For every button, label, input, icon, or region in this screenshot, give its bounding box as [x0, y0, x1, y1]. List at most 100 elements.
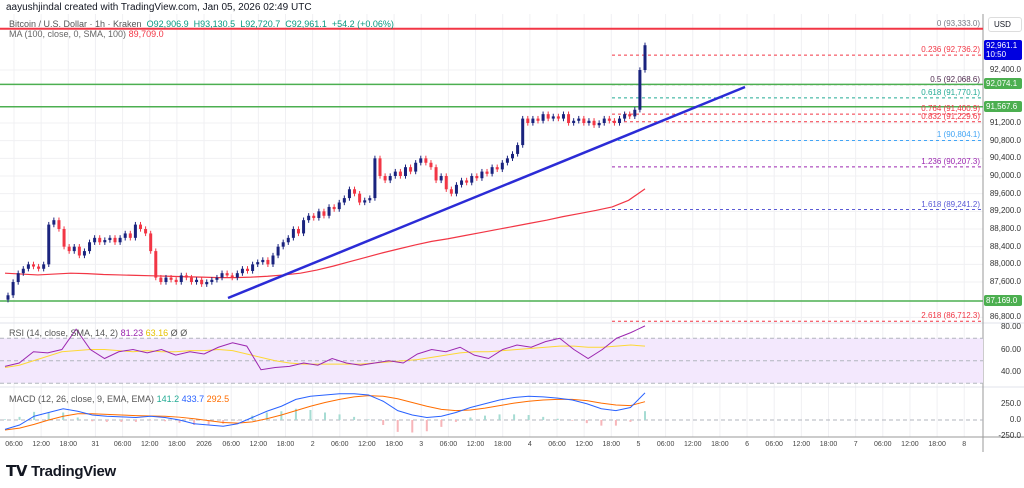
- candle-body: [490, 167, 494, 174]
- candle: [108, 235, 112, 243]
- level-price-tag: 92,074.1: [984, 78, 1022, 90]
- candle: [353, 186, 357, 197]
- macd-histogram-bar: [178, 420, 181, 423]
- rsi-legend[interactable]: RSI (14, close, SMA, 14, 2) 81.23 63.16 …: [9, 328, 187, 338]
- time-axis-label: 12:00: [466, 441, 485, 448]
- candle-body: [383, 176, 387, 181]
- candle: [342, 195, 346, 206]
- ma-label: MA (100, close, 0, SMA, 100): [9, 29, 127, 39]
- time-axis-label: 12:00: [32, 441, 50, 448]
- candle: [271, 252, 275, 267]
- candle: [409, 164, 413, 175]
- candle: [307, 213, 311, 223]
- candle: [567, 111, 571, 126]
- macd-hist-value: 141.2: [156, 394, 180, 404]
- candle: [42, 261, 46, 272]
- candle: [21, 266, 25, 276]
- candle-body: [286, 237, 290, 243]
- candle: [98, 235, 102, 245]
- candle: [419, 155, 423, 166]
- fib-level-label: 0.236 (92,736.2): [921, 45, 980, 55]
- candle-body: [465, 180, 469, 183]
- candle: [317, 208, 321, 221]
- macd-histogram-bar: [324, 412, 326, 420]
- price-axis-label: 91,200.0: [989, 118, 1021, 127]
- candle: [296, 226, 300, 237]
- candle-body: [516, 145, 520, 154]
- candle-body: [230, 275, 234, 278]
- rsi-sma-line: [4, 344, 646, 368]
- candle-body: [623, 114, 627, 119]
- macd-legend[interactable]: MACD (12, 26, close, 9, EMA, EMA) 141.2 …: [9, 394, 229, 404]
- candle: [144, 226, 148, 237]
- macd-histogram-bar: [382, 420, 385, 425]
- candle-body: [444, 176, 448, 190]
- price-axis-label: 90,000.0: [989, 171, 1021, 180]
- candle-body: [82, 251, 86, 256]
- candle: [266, 257, 270, 267]
- candle: [200, 277, 204, 287]
- candle: [526, 115, 530, 126]
- macd-histogram-bar: [105, 420, 108, 422]
- candle-body: [169, 277, 173, 280]
- candle: [531, 115, 535, 126]
- candle: [592, 118, 596, 128]
- candle: [505, 155, 509, 166]
- macd-signal-value: 292.5: [206, 394, 230, 404]
- candle: [72, 244, 76, 254]
- macd-histogram-bar: [120, 420, 123, 422]
- candle: [52, 217, 56, 228]
- rsi-axis-label: 40.00: [1000, 367, 1021, 376]
- candle-body: [327, 206, 331, 216]
- candle-body: [52, 220, 56, 225]
- candle-body: [511, 153, 515, 159]
- ohlc-close: C92,961.1: [285, 19, 327, 29]
- candle-body: [475, 176, 479, 179]
- candle: [88, 239, 92, 254]
- candle-body: [164, 277, 168, 283]
- candle: [587, 118, 591, 126]
- candle: [536, 115, 540, 124]
- candle-body: [26, 264, 30, 269]
- candle: [363, 197, 367, 206]
- time-axis-label: 2026: [196, 441, 212, 448]
- candle: [103, 237, 107, 245]
- candle: [174, 277, 178, 285]
- time-axis-label: 31: [91, 441, 100, 448]
- candle-body: [37, 266, 41, 269]
- candle: [47, 221, 51, 267]
- candle-body: [419, 158, 423, 163]
- candle: [26, 261, 30, 272]
- candle-body: [480, 171, 484, 179]
- chart-credit: aayushjindal created with TradingView.co…: [6, 2, 312, 13]
- candle-body: [215, 277, 219, 280]
- rsi-extra-2: Ø: [180, 328, 188, 338]
- price-axis-label: 89,600.0: [989, 188, 1021, 198]
- candle-body: [149, 233, 153, 252]
- candle-body: [281, 242, 285, 247]
- candle: [470, 173, 474, 186]
- ma-legend[interactable]: MA (100, close, 0, SMA, 100) 89,709.0: [9, 29, 164, 39]
- candle-body: [618, 118, 622, 124]
- candle: [6, 292, 10, 303]
- candle-body: [11, 282, 15, 296]
- time-axis-label: 18:00: [602, 441, 621, 448]
- macd-axis-label: 0.0: [1009, 415, 1021, 424]
- currency-button[interactable]: USD: [988, 17, 1022, 32]
- rsi-extra-1: Ø: [170, 328, 178, 338]
- time-axis-label: 06:00: [331, 441, 349, 448]
- candle-body: [551, 116, 555, 119]
- candle: [398, 168, 402, 179]
- macd-histogram-bar: [513, 414, 516, 420]
- candle: [261, 257, 265, 265]
- candle: [577, 115, 581, 124]
- rsi-sma-value: 63.16: [145, 328, 169, 338]
- candle: [475, 173, 479, 181]
- candle-body: [342, 198, 346, 203]
- tradingview-logo[interactable]: 𝗧𝗩 TradingView: [6, 462, 116, 480]
- candle-body: [123, 233, 127, 238]
- candle: [11, 279, 15, 298]
- candle: [225, 270, 229, 279]
- candle: [572, 118, 576, 126]
